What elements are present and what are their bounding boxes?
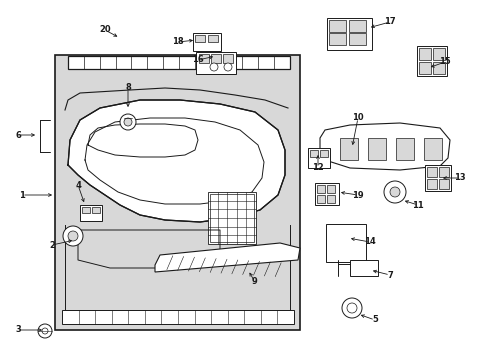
Text: 14: 14: [364, 238, 375, 247]
Bar: [367, 138, 385, 160]
Bar: [326, 18, 371, 50]
Circle shape: [68, 231, 78, 241]
Circle shape: [389, 187, 399, 197]
Bar: [195, 35, 204, 42]
Bar: [196, 52, 236, 74]
Bar: [424, 165, 450, 191]
Bar: [426, 179, 436, 189]
Bar: [210, 54, 221, 63]
Circle shape: [38, 324, 52, 338]
Bar: [349, 260, 377, 276]
Bar: [348, 33, 365, 45]
Bar: [325, 224, 365, 262]
Text: 7: 7: [386, 270, 392, 279]
Circle shape: [341, 298, 361, 318]
Bar: [92, 207, 100, 213]
Bar: [80, 205, 102, 221]
Bar: [328, 20, 346, 32]
Text: 10: 10: [351, 113, 363, 122]
Text: 20: 20: [99, 26, 111, 35]
Bar: [199, 54, 208, 63]
Text: 11: 11: [411, 201, 423, 210]
Bar: [432, 62, 444, 74]
Bar: [339, 138, 357, 160]
Circle shape: [124, 118, 132, 126]
Bar: [207, 35, 218, 42]
Circle shape: [224, 63, 231, 71]
Text: 4: 4: [75, 180, 81, 189]
Polygon shape: [155, 243, 299, 272]
Bar: [193, 33, 221, 51]
Text: 9: 9: [252, 278, 257, 287]
Bar: [82, 207, 90, 213]
Bar: [348, 20, 365, 32]
Text: 8: 8: [125, 84, 131, 93]
Circle shape: [209, 63, 218, 71]
Text: 13: 13: [453, 174, 465, 183]
Bar: [423, 138, 441, 160]
Bar: [326, 185, 334, 193]
Bar: [55, 55, 299, 330]
Text: 18: 18: [172, 37, 183, 46]
Polygon shape: [319, 123, 449, 170]
Bar: [223, 54, 232, 63]
Polygon shape: [68, 100, 285, 222]
Bar: [319, 150, 327, 157]
Bar: [418, 62, 430, 74]
Bar: [438, 179, 448, 189]
Text: 1: 1: [19, 190, 25, 199]
Bar: [328, 33, 346, 45]
Bar: [326, 195, 334, 203]
Bar: [438, 167, 448, 177]
Bar: [316, 185, 325, 193]
Bar: [418, 48, 430, 60]
Bar: [309, 150, 317, 157]
Text: 17: 17: [384, 18, 395, 27]
Text: 3: 3: [15, 325, 21, 334]
Bar: [432, 48, 444, 60]
Bar: [416, 46, 446, 76]
Bar: [316, 195, 325, 203]
Text: 6: 6: [15, 130, 21, 139]
Bar: [426, 167, 436, 177]
Bar: [207, 192, 256, 244]
Text: 15: 15: [438, 58, 450, 67]
Text: 5: 5: [371, 315, 377, 324]
Text: 2: 2: [49, 240, 55, 249]
Text: 16: 16: [192, 55, 203, 64]
Bar: [314, 183, 338, 205]
Bar: [395, 138, 413, 160]
Bar: [68, 56, 289, 69]
Bar: [307, 148, 329, 168]
Bar: [209, 194, 253, 242]
Bar: [62, 310, 293, 324]
Circle shape: [63, 226, 83, 246]
Circle shape: [120, 114, 136, 130]
Text: 12: 12: [311, 163, 323, 172]
Circle shape: [383, 181, 405, 203]
Text: 19: 19: [351, 190, 363, 199]
